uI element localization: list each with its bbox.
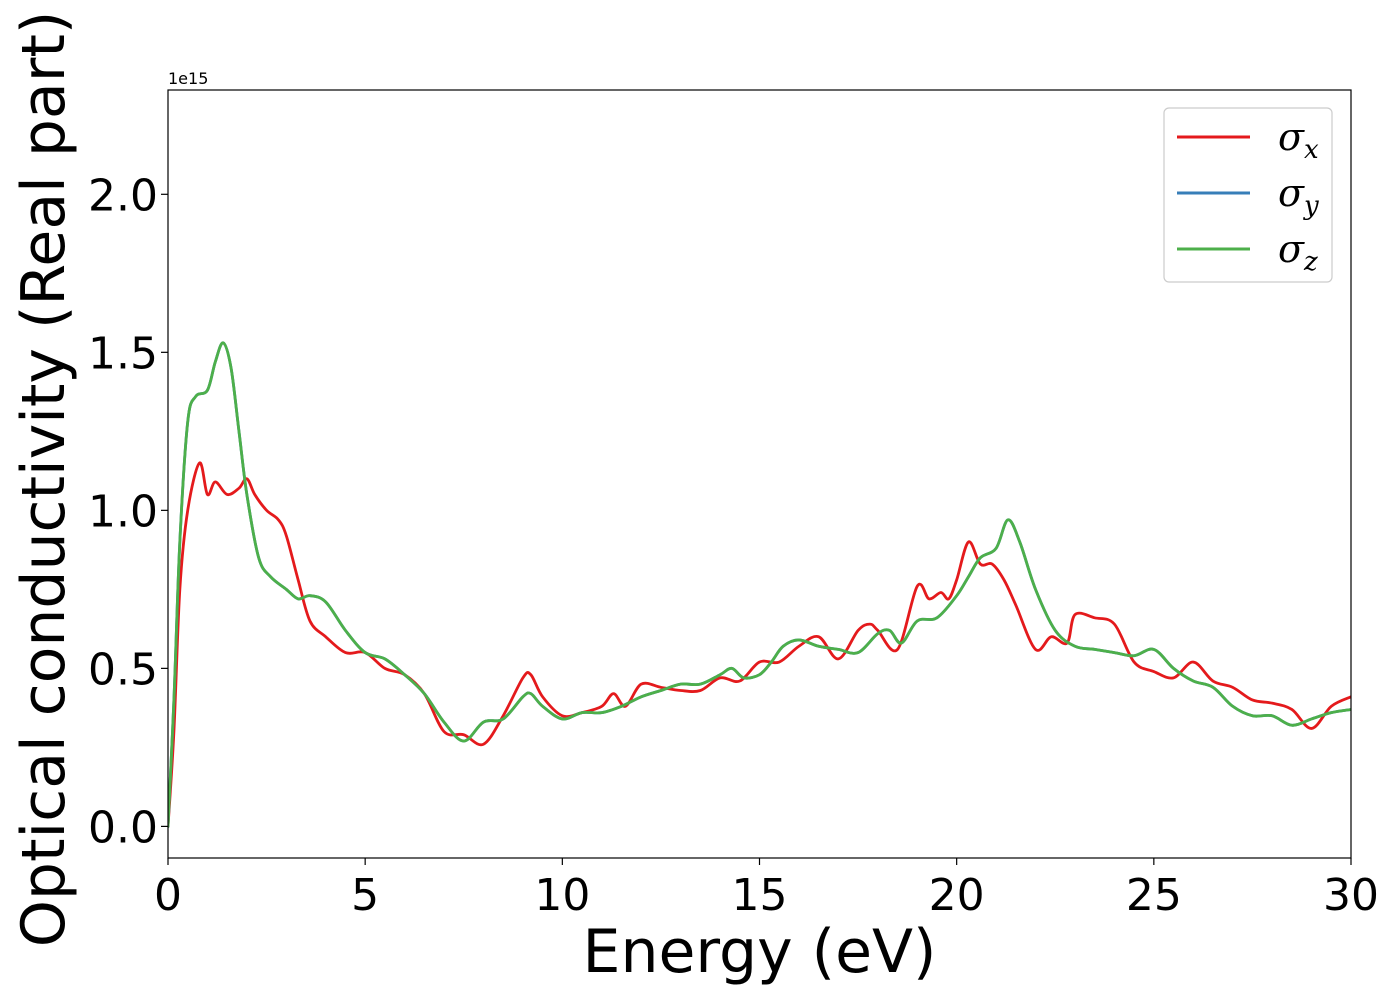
y-tick-label: 0.5 xyxy=(88,644,158,695)
x-tick-label: 15 xyxy=(732,870,788,921)
y-tick-label: 0.0 xyxy=(88,802,158,853)
x-tick-label: 30 xyxy=(1323,870,1379,921)
y-tick-label: 1.5 xyxy=(88,328,158,379)
y-axis-offset-label: 1e15 xyxy=(168,69,208,88)
legend-label-z: σz xyxy=(1278,227,1318,277)
y-tick-label: 2.0 xyxy=(88,170,158,221)
legend: σx σy σz xyxy=(1163,107,1333,283)
series-line-z xyxy=(168,341,1351,828)
series-line-x xyxy=(168,461,1351,828)
legend-box xyxy=(1163,107,1333,283)
y-axis: 0.0 0.5 1.0 1.5 2.0 xyxy=(88,170,168,853)
y-tick-label: 1.0 xyxy=(88,486,158,537)
x-axis: 0 5 10 15 20 25 30 xyxy=(154,858,1379,921)
x-tick-label: 0 xyxy=(154,870,182,921)
x-tick-label: 25 xyxy=(1126,870,1182,921)
x-axis-title: Energy (eV) xyxy=(583,917,937,987)
x-tick-label: 10 xyxy=(534,870,590,921)
legend-label-x: σx xyxy=(1278,115,1319,165)
x-tick-label: 20 xyxy=(929,870,985,921)
x-tick-label: 5 xyxy=(351,870,379,921)
legend-label-y: σy xyxy=(1278,171,1319,221)
y-axis-title: Optical conductivity (Real part) xyxy=(9,11,79,948)
series-layer xyxy=(168,341,1351,828)
